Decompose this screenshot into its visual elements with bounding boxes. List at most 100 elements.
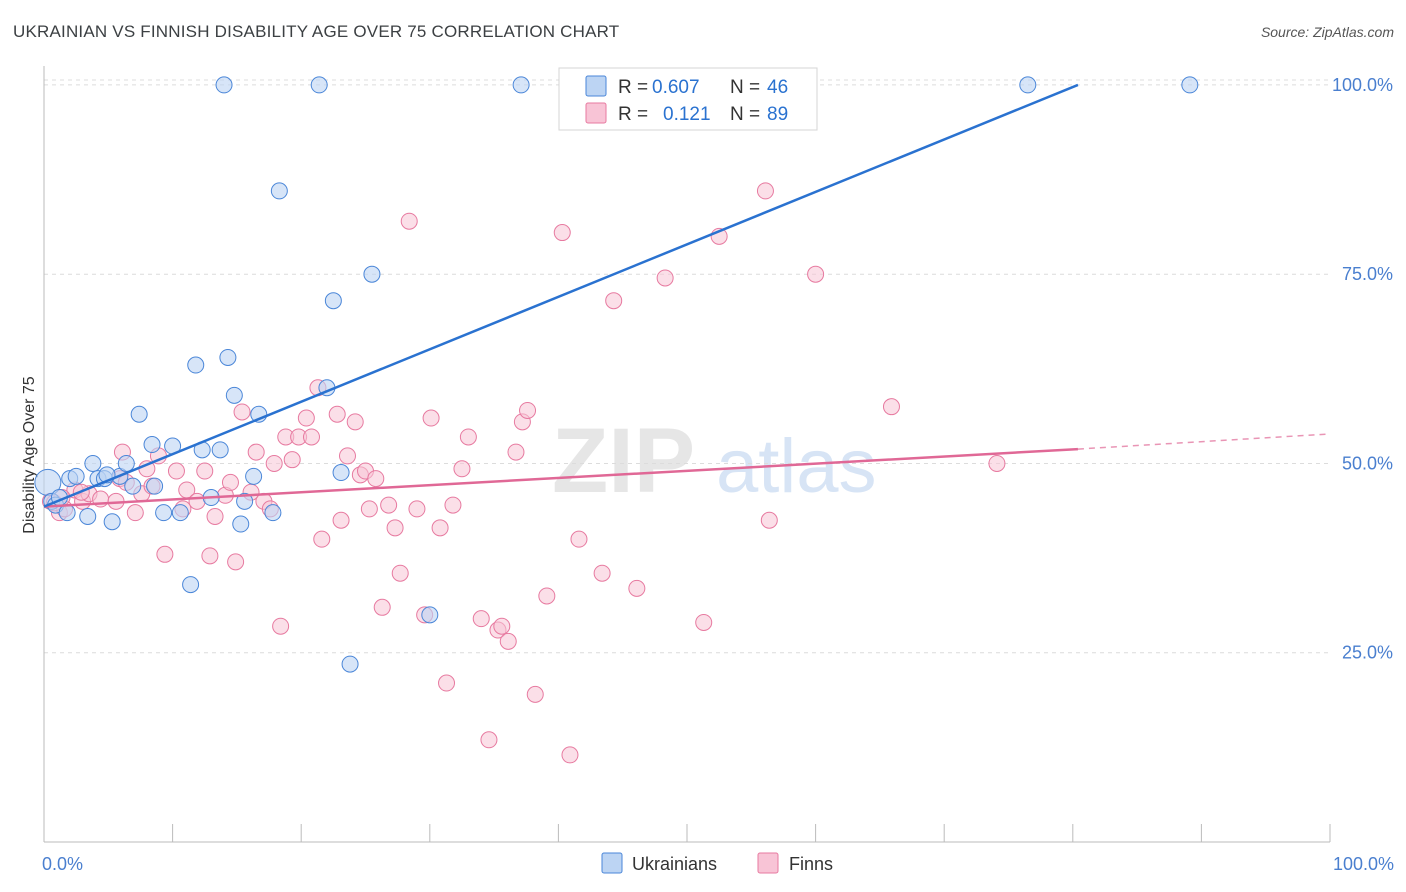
ukrainians-point-26 — [219, 348, 237, 366]
finns-point-74 — [570, 530, 588, 548]
finns-point-75 — [593, 564, 611, 582]
ukrainians-point-36 — [324, 292, 342, 310]
finns-point-33 — [272, 617, 290, 635]
finns-point-56 — [422, 409, 440, 427]
series-legend: Ukrainians Finns — [601, 852, 833, 874]
legend-r-value-finns: 0.121 — [663, 104, 711, 125]
legend-r-value-ukrainians: 0.607 — [652, 77, 700, 98]
source-label: Source: ZipAtlas.com — [1260, 24, 1394, 40]
finns-point-72 — [553, 224, 571, 242]
ukrainians-point-12 — [117, 454, 135, 472]
x-axis-ticks — [43, 824, 1331, 842]
finns-point-42 — [332, 511, 350, 529]
y-tick-label-25: 25.0% — [1342, 643, 1393, 663]
ukrainians-point-41 — [512, 76, 530, 94]
finns-point-52 — [391, 564, 409, 582]
finns-point-63 — [480, 731, 498, 749]
legend-swatch-ukrainians — [585, 75, 607, 97]
finns-point-25 — [221, 473, 239, 491]
x-tick-label-0: 0.0% — [42, 854, 83, 874]
finns-point-20 — [188, 492, 206, 510]
ukrainians-point-24 — [211, 441, 229, 459]
finns-point-40 — [313, 530, 331, 548]
finns-point-79 — [695, 613, 713, 631]
legend-n-label-ukrainians: N = — [730, 77, 760, 98]
y-tick-label-75: 75.0% — [1342, 264, 1393, 284]
finns-point-82 — [760, 511, 778, 529]
finns-point-78 — [656, 269, 674, 287]
ukrainians-point-19 — [171, 504, 189, 522]
finns-trend-extension — [1077, 433, 1331, 450]
finns-point-27 — [233, 403, 251, 421]
ukrainians-point-17 — [155, 504, 173, 522]
finns-point-41 — [328, 405, 346, 423]
finns-point-60 — [453, 460, 471, 478]
finns-point-69 — [519, 401, 537, 419]
legend-n-label-finns: N = — [730, 104, 760, 125]
ukrainians-point-27 — [225, 386, 243, 404]
y-tick-label-50: 50.0% — [1342, 453, 1393, 473]
y-tick-label-100: 100.0% — [1332, 75, 1393, 95]
finns-point-81 — [756, 182, 774, 200]
ukrainians-point-5 — [67, 467, 85, 485]
finns-point-43 — [338, 447, 356, 465]
ukrainians-point-40 — [421, 606, 439, 624]
ukrainians-point-13 — [124, 477, 142, 495]
chart-title: UKRAINIAN VS FINNISH DISABILITY AGE OVER… — [13, 22, 620, 41]
ukrainians-point-16 — [146, 477, 164, 495]
finns-point-23 — [206, 507, 224, 525]
finns-point-83 — [807, 265, 825, 283]
legend-n-value-ukrainians: 46 — [767, 77, 788, 98]
ukrainians-point-39 — [363, 265, 381, 283]
finns-point-58 — [438, 674, 456, 692]
finns-point-48 — [367, 470, 385, 488]
ukrainians-point-28 — [232, 515, 250, 533]
finns-point-32 — [265, 454, 283, 472]
ukrainians-point-6 — [79, 507, 97, 525]
ukrainians-point-25 — [215, 76, 233, 94]
finns-point-16 — [156, 545, 174, 563]
finns-point-65 — [493, 617, 511, 635]
finns-point-85 — [988, 454, 1006, 472]
y-axis-title: Disability Age Over 75 — [21, 376, 38, 534]
series-legend-label-ukrainians: Ukrainians — [632, 854, 717, 874]
finns-point-53 — [400, 212, 418, 230]
finns-point-17 — [167, 462, 185, 480]
ukrainians-points — [34, 76, 1199, 673]
finns-point-22 — [201, 547, 219, 565]
ukrainians-point-7 — [84, 454, 102, 472]
ukrainians-point-29 — [236, 492, 254, 510]
finns-point-29 — [247, 443, 265, 461]
ukrainians-point-10 — [103, 513, 121, 531]
finns-point-47 — [360, 500, 378, 518]
finns-point-61 — [459, 428, 477, 446]
x-tick-label-100: 100.0% — [1333, 854, 1394, 874]
finns-point-51 — [386, 519, 404, 537]
finns-point-84 — [882, 398, 900, 416]
finns-point-66 — [499, 632, 517, 650]
stats-legend: R = 0.607 N = 46 R = 0.121 N = 89 — [558, 67, 818, 131]
ukrainians-point-20 — [182, 576, 200, 594]
ukrainians-point-43 — [1181, 76, 1199, 94]
series-legend-label-finns: Finns — [789, 854, 833, 874]
watermark-bold: ZIP — [552, 410, 695, 512]
finns-point-37 — [297, 409, 315, 427]
finns-point-38 — [302, 428, 320, 446]
legend-swatch-finns — [585, 102, 607, 124]
ukrainians-point-30 — [245, 467, 263, 485]
finns-point-49 — [373, 598, 391, 616]
finns-point-54 — [408, 500, 426, 518]
ukrainians-point-37 — [332, 464, 350, 482]
ukrainians-point-44 — [58, 504, 76, 522]
trend-lines — [43, 83, 1331, 508]
legend-r-label-finns: R = — [618, 104, 648, 125]
finns-trend-line — [43, 447, 1079, 508]
finns-point-11 — [126, 504, 144, 522]
finns-point-35 — [283, 451, 301, 469]
finns-point-77 — [628, 579, 646, 597]
finns-point-76 — [605, 292, 623, 310]
ukrainians-point-15 — [143, 436, 161, 454]
ukrainians-point-21 — [187, 356, 205, 374]
finns-point-70 — [526, 685, 544, 703]
